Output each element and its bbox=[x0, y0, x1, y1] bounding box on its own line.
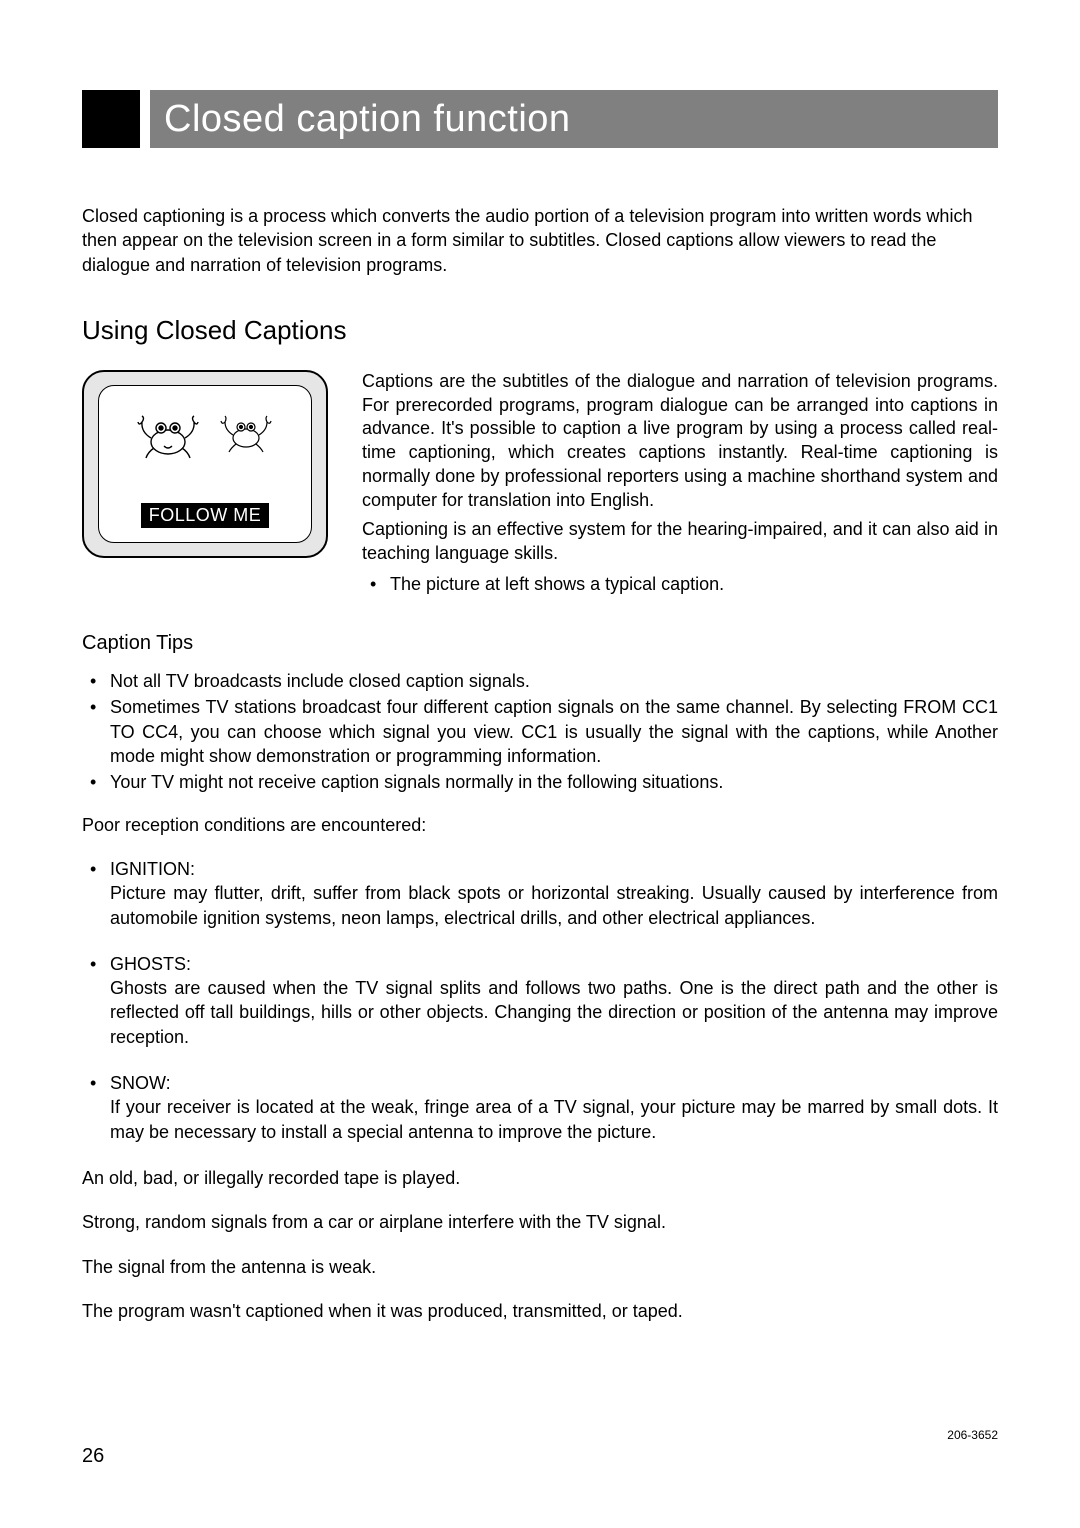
condition-ghosts-term: GHOSTS: bbox=[110, 952, 998, 976]
captions-bullet-list: The picture at left shows a typical capt… bbox=[362, 572, 998, 596]
captions-para-1: Captions are the subtitles of the dialog… bbox=[362, 370, 998, 513]
title-bar: Closed caption function bbox=[82, 90, 998, 148]
condition-ghosts-desc: Ghosts are caused when the TV signal spl… bbox=[110, 978, 998, 1047]
two-column-layout: FOLLOW ME Captions are the subtitles of … bbox=[82, 370, 998, 614]
page-container: Closed caption function Closed captionin… bbox=[0, 0, 1080, 1383]
trailing-1: An old, bad, or illegally recorded tape … bbox=[82, 1166, 998, 1190]
tip-3: Your TV might not receive caption signal… bbox=[82, 770, 998, 794]
trailing-3: The signal from the antenna is weak. bbox=[82, 1255, 998, 1279]
condition-ghosts: GHOSTS: Ghosts are caused when the TV si… bbox=[82, 952, 998, 1049]
condition-ignition-desc: Picture may flutter, drift, suffer from … bbox=[110, 883, 998, 927]
tv-screen: FOLLOW ME bbox=[98, 385, 312, 543]
title-block-icon bbox=[82, 90, 140, 148]
condition-ignition-term: IGNITION: bbox=[110, 857, 998, 881]
intro-paragraph: Closed captioning is a process which con… bbox=[82, 204, 998, 277]
crab-illustration bbox=[99, 408, 311, 462]
title-gap bbox=[140, 90, 150, 148]
tip-2: Sometimes TV stations broadcast four dif… bbox=[82, 695, 998, 768]
captions-para-2: Captioning is an effective system for th… bbox=[362, 518, 998, 566]
trailing-2: Strong, random signals from a car or air… bbox=[82, 1210, 998, 1234]
subsection-heading-tips: Caption Tips bbox=[82, 632, 998, 655]
trailing-4: The program wasn't captioned when it was… bbox=[82, 1299, 998, 1323]
section-heading-using: Using Closed Captions bbox=[82, 315, 998, 346]
condition-snow-desc: If your receiver is located at the weak,… bbox=[110, 1097, 998, 1141]
footer-code: 206-3652 bbox=[947, 1428, 998, 1442]
conditions-list: IGNITION: Picture may flutter, drift, su… bbox=[82, 857, 998, 1144]
captions-text-column: Captions are the subtitles of the dialog… bbox=[362, 370, 998, 614]
tip-1: Not all TV broadcasts include closed cap… bbox=[82, 669, 998, 693]
condition-snow: SNOW: If your receiver is located at the… bbox=[82, 1071, 998, 1144]
page-title: Closed caption function bbox=[150, 90, 998, 148]
tv-caption-label: FOLLOW ME bbox=[141, 503, 270, 528]
tv-illustration-column: FOLLOW ME bbox=[82, 370, 328, 558]
page-number: 26 bbox=[82, 1445, 104, 1468]
tips-list: Not all TV broadcasts include closed cap… bbox=[82, 669, 998, 794]
condition-ignition: IGNITION: Picture may flutter, drift, su… bbox=[82, 857, 998, 930]
captions-bullet-1: The picture at left shows a typical capt… bbox=[362, 572, 998, 596]
condition-snow-term: SNOW: bbox=[110, 1071, 998, 1095]
tv-frame: FOLLOW ME bbox=[82, 370, 328, 558]
poor-reception-intro: Poor reception conditions are encountere… bbox=[82, 813, 998, 837]
